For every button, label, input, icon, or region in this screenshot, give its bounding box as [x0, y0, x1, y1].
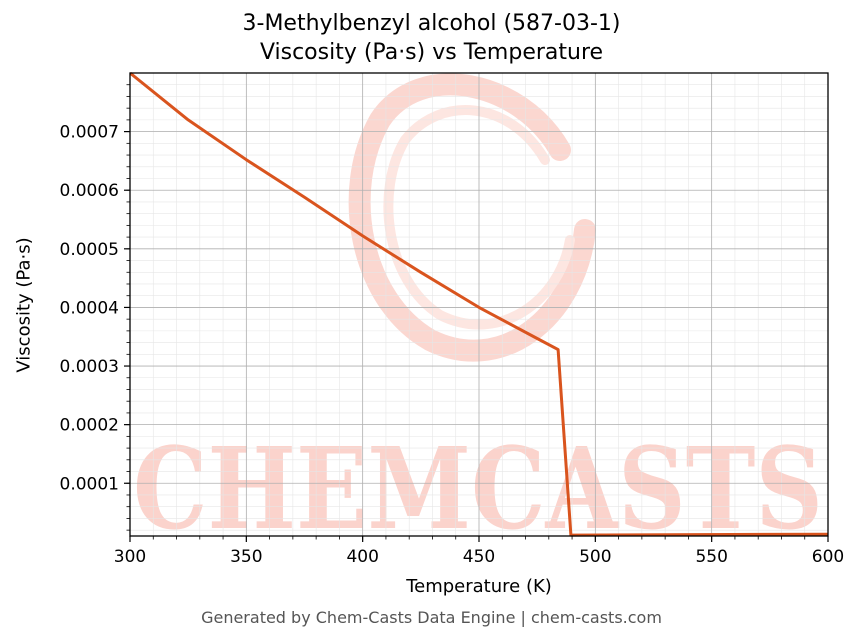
y-axis: 0.0001 0.0002 0.0003 0.0004 0.0005 0.0006 0.00… [60, 84, 130, 531]
x-axis: 300 350 400 450 500 550 600 [114, 536, 844, 567]
y-tick-label: 0.0002 [60, 416, 119, 436]
watermark-swirl-logo [348, 73, 596, 362]
x-tick-label: 300 [114, 547, 146, 567]
y-tick-label: 0.0003 [60, 357, 119, 377]
y-tick-label: 0.0007 [60, 123, 119, 143]
x-axis-label: Temperature (K) [406, 576, 552, 597]
chart-title: 3-Methylbenzyl alcohol (587-03-1) [242, 11, 621, 36]
x-tick-label: 350 [230, 547, 262, 567]
major-grid [130, 73, 828, 536]
x-tick-label: 600 [812, 547, 844, 567]
y-tick-label: 0.0001 [60, 474, 119, 494]
x-tick-label: 550 [695, 547, 727, 567]
chart-subtitle: Viscosity (Pa·s) vs Temperature [259, 40, 604, 65]
x-tick-label: 400 [346, 547, 378, 567]
y-axis-label: Viscosity (Pa·s) [13, 237, 35, 373]
x-tick-label: 500 [579, 547, 611, 567]
series-line [130, 72, 828, 537]
x-tick-label: 450 [463, 547, 495, 567]
series-layer [130, 72, 828, 537]
y-tick-label: 0.0005 [60, 240, 119, 260]
footer-credit: Generated by Chem-Casts Data Engine | ch… [201, 608, 662, 627]
y-tick-label: 0.0004 [60, 298, 119, 318]
y-tick-label: 0.0006 [60, 181, 119, 201]
